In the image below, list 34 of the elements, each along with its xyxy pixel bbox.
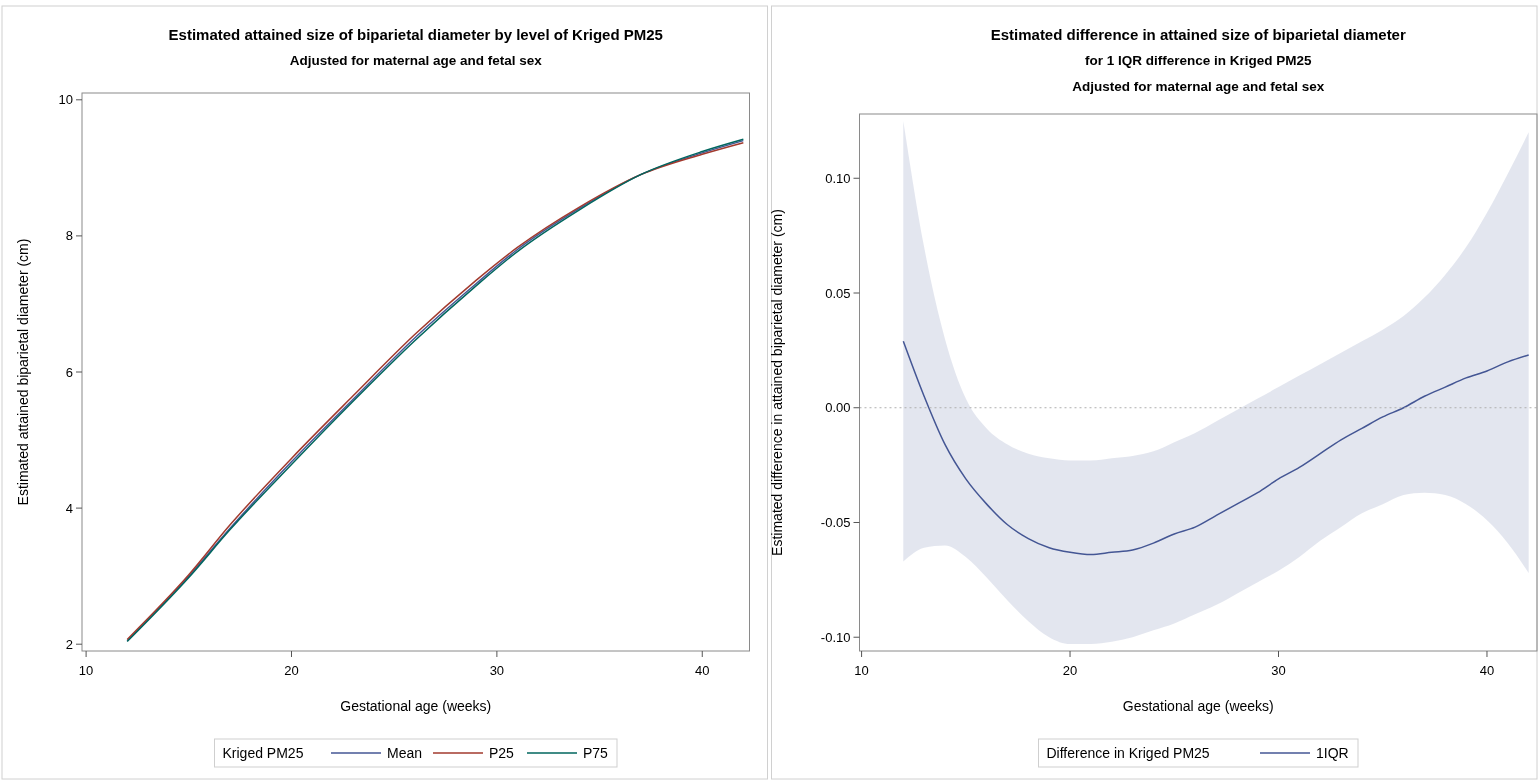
text: Adjusted for maternal age and fetal sex [1072,79,1325,94]
y-tick-label: -0.05 [820,515,851,531]
text: for 1 IQR difference in Kriged PM25 [1084,53,1312,68]
x-tick-label: 40 [695,663,710,678]
y-tick-label: 6 [65,364,73,380]
y-tick-label: 0.05 [825,285,851,301]
legend-label: 1IQR [1316,745,1349,761]
x-axis-title: Gestational age (weeks) [1122,698,1274,714]
y-axis-title: Estimated attained biparietal diameter (cm) [15,238,31,506]
x-tick-label: 10 [78,663,94,678]
x-axis-title: Gestational age (weeks) [340,698,492,714]
x-tick-label: 40 [1479,663,1495,678]
legend-label: Mean [387,745,423,761]
y-tick-label: 2 [65,636,73,652]
legend-label: P25 [489,745,515,761]
line-series [902,340,1530,556]
y-tick-label: 4 [65,500,73,516]
legend-title: Difference in Kriged PM25 [1046,745,1210,761]
y-tick-label: 8 [65,228,73,244]
y-tick-label: 0.00 [825,400,851,416]
x-tick-label: 20 [284,663,299,678]
legend-label: P75 [583,745,609,761]
y-tick-label: 0.10 [825,170,851,186]
chart-title: Estimated difference in attained size of biparietal diameter [990,26,1406,43]
y-tick-label: -0.10 [820,629,851,645]
y-tick-label: 10 [58,92,73,108]
text: Adjusted for maternal age and fetal sex [289,53,542,68]
chart-title: Estimated attained size of biparietal diameter by level of Kriged PM25 [168,26,663,43]
x-tick-label: 10 [854,663,869,678]
legend-title: Kriged PM25 [222,745,304,761]
x-tick-label: 20 [1062,663,1078,678]
x-tick-label: 30 [489,663,505,678]
x-tick-label: 30 [1271,663,1286,678]
y-axis-title: Estimated difference in attained biparietal diameter (cm) [768,209,785,556]
